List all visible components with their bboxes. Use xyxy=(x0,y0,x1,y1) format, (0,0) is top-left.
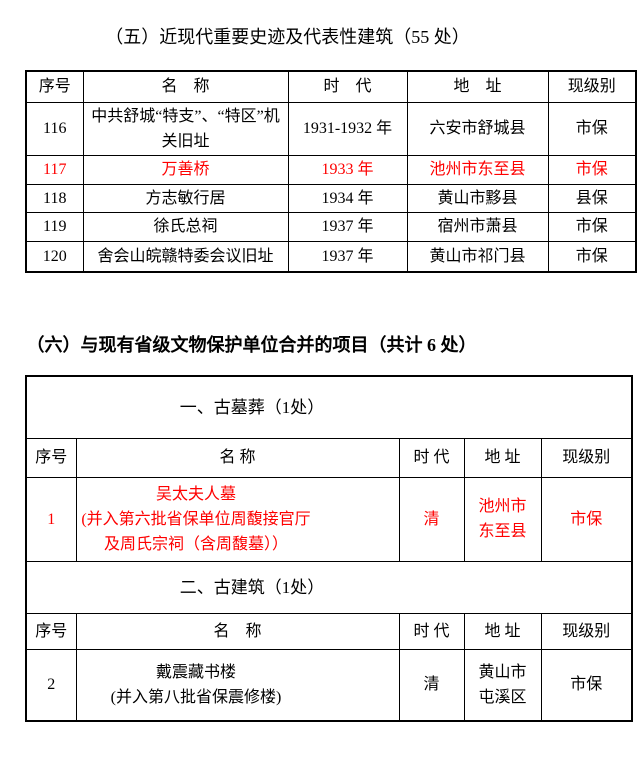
column-header-level: 现级别 xyxy=(540,612,633,650)
cell-address: 六安市舒城县 xyxy=(406,101,549,156)
cell-era: 1934 年 xyxy=(287,183,408,213)
cell-serial: 120 xyxy=(25,240,84,273)
cell-serial: 2 xyxy=(25,648,77,722)
cell-name: 吴太夫人墓 (并入第六批省保单位周馥接官厅 及周氏宗祠（含周馥墓）） xyxy=(75,476,400,562)
table-row: 2 戴震藏书楼 (并入第八批省保震修楼) 清 黄山市 屯溪区 市保 xyxy=(25,648,633,722)
group-heading-tombs: 一、古墓葬（1处） xyxy=(25,375,633,439)
column-header-serial: 序号 xyxy=(25,437,77,478)
cell-era: 1933 年 xyxy=(287,154,408,185)
cell-level: 市保 xyxy=(540,648,633,722)
cell-era: 清 xyxy=(398,476,465,562)
group-heading-architecture: 二、古建筑（1处） xyxy=(25,560,633,614)
column-header-name: 名 称 xyxy=(82,70,289,103)
cell-level: 县保 xyxy=(547,183,637,213)
cell-era: 1931-1932 年 xyxy=(287,101,408,156)
table-row: 116 中共舒城“特支”、“特区”机关旧址 1931-1932 年 六安市舒城县… xyxy=(25,101,637,156)
cell-name: 戴震藏书楼 (并入第八批省保震修楼) xyxy=(75,648,400,722)
cell-name: 方志敏行居 xyxy=(82,183,289,213)
cell-level: 市保 xyxy=(540,476,633,562)
section5-table: 序号 名 称 时 代 地 址 现级别 116 中共舒城“特支”、“特区”机关旧址… xyxy=(25,70,637,273)
cell-address: 黄山市祁门县 xyxy=(406,240,549,273)
cell-serial: 116 xyxy=(25,101,84,156)
cell-address: 池州市东至县 xyxy=(406,154,549,185)
cell-serial: 1 xyxy=(25,476,77,562)
column-header-level: 现级别 xyxy=(547,70,637,103)
cell-level: 市保 xyxy=(547,154,637,185)
section6-title: （六）与现有省级文物保护单位合并的项目（共计 6 处） xyxy=(26,335,477,355)
cell-level: 市保 xyxy=(547,240,637,273)
cell-serial: 119 xyxy=(25,211,84,242)
table-row: 119 徐氏总祠 1937 年 宿州市萧县 市保 xyxy=(25,211,637,242)
table-header-row: 序号 名 称 时 代 地 址 现级别 xyxy=(25,437,633,478)
cell-level: 市保 xyxy=(547,101,637,156)
table-row-highlighted: 1 吴太夫人墓 (并入第六批省保单位周馥接官厅 及周氏宗祠（含周馥墓）） 清 池… xyxy=(25,476,633,562)
column-header-address: 地 址 xyxy=(463,612,542,650)
table-row: 118 方志敏行居 1934 年 黄山市黟县 县保 xyxy=(25,183,637,213)
cell-era: 1937 年 xyxy=(287,240,408,273)
cell-serial: 117 xyxy=(25,154,84,185)
group-heading-row: 一、古墓葬（1处） xyxy=(25,375,633,439)
section6-table: 一、古墓葬（1处） 序号 名 称 时 代 地 址 现级别 1 吴太夫人墓 (并入… xyxy=(25,375,634,722)
cell-name: 万善桥 xyxy=(82,154,289,185)
column-header-serial: 序号 xyxy=(25,70,84,103)
column-header-era: 时 代 xyxy=(287,70,408,103)
column-header-level: 现级别 xyxy=(540,437,633,478)
column-header-address: 地 址 xyxy=(406,70,549,103)
column-header-era: 时 代 xyxy=(398,612,465,650)
cell-era: 1937 年 xyxy=(287,211,408,242)
column-header-address: 地 址 xyxy=(463,437,542,478)
column-header-name: 名 称 xyxy=(75,612,400,650)
section5-title: （五）近现代重要史迹及代表性建筑（55 处） xyxy=(105,27,470,47)
table-header-row: 序号 名 称 时 代 地 址 现级别 xyxy=(25,612,633,650)
table-header-row: 序号 名 称 时 代 地 址 现级别 xyxy=(25,70,637,103)
cell-name: 徐氏总祠 xyxy=(82,211,289,242)
cell-name: 舍会山皖赣特委会议旧址 xyxy=(82,240,289,273)
cell-name: 中共舒城“特支”、“特区”机关旧址 xyxy=(82,101,289,156)
cell-address: 黄山市 屯溪区 xyxy=(463,648,542,722)
table-row-highlighted: 117 万善桥 1933 年 池州市东至县 市保 xyxy=(25,154,637,185)
table-row: 120 舍会山皖赣特委会议旧址 1937 年 黄山市祁门县 市保 xyxy=(25,240,637,273)
cell-serial: 118 xyxy=(25,183,84,213)
column-header-name: 名 称 xyxy=(75,437,400,478)
cell-address: 黄山市黟县 xyxy=(406,183,549,213)
cell-era: 清 xyxy=(398,648,465,722)
column-header-era: 时 代 xyxy=(398,437,465,478)
cell-address: 宿州市萧县 xyxy=(406,211,549,242)
group-heading-row: 二、古建筑（1处） xyxy=(25,560,633,614)
cell-level: 市保 xyxy=(547,211,637,242)
cell-address: 池州市 东至县 xyxy=(463,476,542,562)
column-header-serial: 序号 xyxy=(25,612,77,650)
